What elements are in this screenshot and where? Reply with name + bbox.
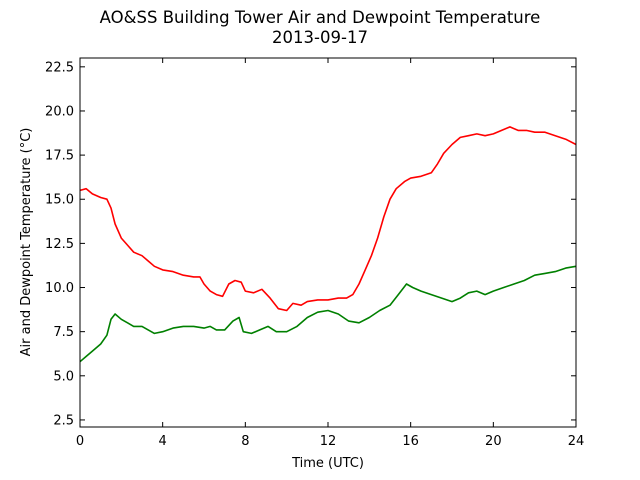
x-tick-label: 16 <box>402 434 419 449</box>
y-tick-label: 15.0 <box>45 193 74 208</box>
y-tick-label: 10.0 <box>45 281 74 296</box>
y-tick-label: 2.5 <box>53 413 74 428</box>
y-tick-label: 5.0 <box>53 369 74 384</box>
y-tick-label: 22.5 <box>45 60 74 75</box>
y-axis-ticks: 2.5 5.0 7.5 10.0 12.5 15.0 17.5 20.0 22.5 <box>45 60 576 428</box>
series-line-2 <box>79 265 577 363</box>
y-tick-label: 7.5 <box>53 325 74 340</box>
x-tick-label: 4 <box>159 434 167 449</box>
chart-subtitle-date: 2013-09-17 <box>272 28 368 47</box>
x-tick-label: 24 <box>568 434 585 449</box>
x-tick-label: 20 <box>485 434 502 449</box>
x-axis-ticks: 0 4 8 12 16 20 24 <box>76 58 584 449</box>
plot-frame <box>79 57 577 428</box>
x-tick-label: 12 <box>320 434 337 449</box>
x-axis-label: Time (UTC) <box>291 456 364 471</box>
y-tick-label: 17.5 <box>45 149 74 164</box>
x-tick-label: 8 <box>241 434 249 449</box>
plot-lines <box>79 126 577 363</box>
y-tick-label: 20.0 <box>45 104 74 119</box>
series-line-1 <box>79 126 577 312</box>
chart-title: AO&SS Building Tower Air and Dewpoint Te… <box>99 8 541 27</box>
y-axis-label: Air and Dewpoint Temperature (°C) <box>19 128 34 357</box>
x-tick-label: 0 <box>76 434 84 449</box>
y-tick-label: 12.5 <box>45 237 74 252</box>
